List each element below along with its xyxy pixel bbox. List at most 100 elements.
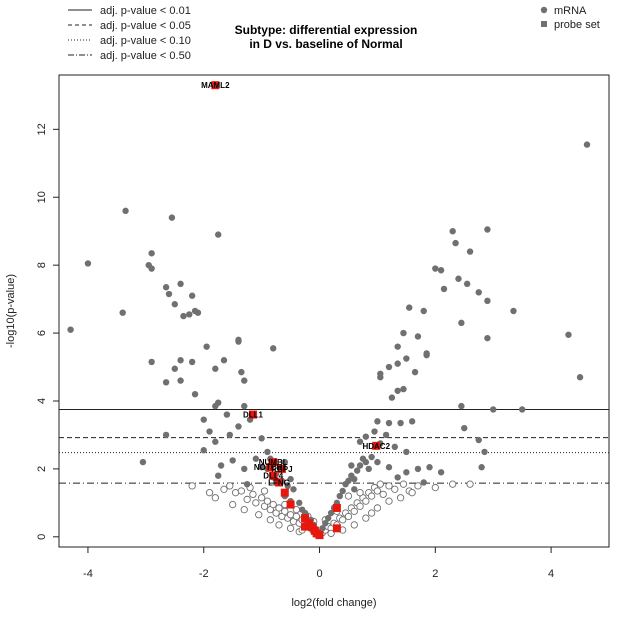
mrna-point (351, 486, 358, 493)
probe-set-point (277, 464, 286, 473)
mrna-point (365, 465, 372, 473)
mrna-point-open (362, 514, 370, 522)
mrna-point (215, 231, 222, 238)
series-legend: mRNA probe set (540, 5, 600, 31)
legend-label-probe-set: probe set (554, 19, 600, 31)
mrna-point-open (205, 489, 214, 497)
y-tick-label: 6 (36, 330, 48, 336)
legend-label-005: adj. p-value < 0.05 (100, 20, 191, 32)
mrna-point-open (266, 516, 274, 524)
mrna-point (188, 358, 196, 366)
mrna-point-open (188, 482, 196, 490)
mrna-point (356, 462, 364, 469)
mrna-point (414, 333, 422, 340)
mrna-point (322, 520, 329, 527)
mrna-point (455, 275, 462, 282)
gene-label: NUMBL (259, 458, 288, 467)
mrna-point (177, 377, 184, 384)
mrna-point (290, 486, 297, 493)
mrna-point (420, 479, 427, 486)
mrna-point-open (286, 524, 295, 532)
mrna-point (510, 307, 517, 315)
mrna-point-open (391, 485, 399, 493)
gene-label: HDAC2 (362, 442, 390, 451)
probe-set-points (211, 81, 381, 540)
y-tick-label: 10 (36, 191, 48, 203)
mrna-point (241, 465, 248, 473)
mrna-point-open (269, 500, 277, 509)
mrna-point (162, 284, 170, 291)
chart-title-line1: Subtype: differential expression (235, 23, 418, 37)
probe-set-point (280, 488, 289, 497)
mrna-point-open (255, 511, 263, 519)
mrna-point (458, 402, 465, 410)
mrna-point (356, 438, 364, 445)
mrna-point (327, 509, 335, 517)
mrna-point (215, 472, 222, 479)
mrna-point-open (449, 480, 457, 488)
mrna-point (171, 301, 178, 308)
mrna-point (177, 357, 184, 364)
x-tick-label: 4 (548, 568, 554, 580)
mrna-point-open (257, 494, 266, 502)
mrna-point-open (414, 482, 422, 490)
mrna-point-open (367, 509, 376, 517)
mrna-point (217, 462, 225, 469)
mrna-point (186, 311, 193, 318)
mrna-point (229, 457, 236, 464)
gene-label: NOTCH1 (254, 463, 287, 472)
mrna-point-open (220, 485, 228, 493)
gene-label: MAML2 (201, 81, 230, 90)
mrna-point (171, 365, 178, 372)
mrna-point (391, 443, 398, 451)
mrna-point (206, 428, 213, 435)
chart-title-line2: in D vs. baseline of Normal (249, 37, 402, 51)
y-axis: 0 2 4 6 8 10 12 (36, 123, 59, 540)
mrna-point (583, 141, 591, 148)
mrna-point (180, 312, 187, 320)
mrna-point-open (385, 497, 393, 505)
mrna-point (212, 365, 219, 372)
mrna-point (411, 368, 419, 376)
mrna-point (458, 319, 465, 327)
mrna-point-open (408, 489, 416, 497)
mrna-point-open (379, 490, 387, 499)
mrna-point (403, 355, 410, 362)
y-tick-label: 4 (36, 398, 48, 404)
mrna-point (200, 416, 207, 423)
mrna-point (362, 458, 370, 466)
mrna-point (452, 239, 459, 247)
mrna-point-open (376, 480, 384, 488)
mrna-point (258, 435, 265, 442)
probe-set-point (269, 471, 278, 480)
mrna-point (490, 406, 497, 413)
mrna-point-open (275, 521, 283, 529)
mrna-point (432, 265, 439, 272)
mrna-points-filled (67, 141, 591, 532)
mrna-point (235, 336, 242, 344)
mrna-point (374, 418, 381, 425)
mrna-point (475, 289, 482, 296)
mrna-point-open (466, 480, 474, 488)
mrna-point (385, 464, 393, 471)
probe-set-point (315, 531, 324, 540)
mrna-point (177, 280, 184, 288)
mrna-point-open (226, 482, 234, 490)
mrna-point (281, 458, 288, 466)
y-tick-label: 8 (36, 262, 48, 268)
mrna-point (478, 464, 485, 471)
y-tick-label: 2 (36, 466, 48, 472)
mrna-point (484, 334, 491, 342)
mrna-point (348, 462, 355, 469)
mrna-point (382, 431, 390, 439)
mrna-point (122, 207, 129, 215)
mrna-point-open (327, 529, 335, 538)
mrna-point (226, 431, 233, 439)
mrna-point (188, 292, 196, 299)
mrna-point (385, 419, 393, 427)
mrna-point (148, 250, 155, 257)
mrna-point (461, 424, 468, 432)
mrna-point (484, 297, 491, 305)
legend-marker-mrna (540, 6, 548, 14)
mrna-point (371, 428, 378, 435)
